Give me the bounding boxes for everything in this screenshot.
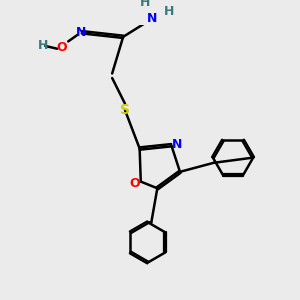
Text: N: N (147, 12, 158, 25)
Text: O: O (129, 177, 140, 190)
Text: H: H (140, 0, 150, 9)
Text: H: H (38, 40, 49, 52)
Text: N: N (76, 26, 86, 39)
Text: N: N (172, 138, 182, 151)
Text: H: H (164, 5, 174, 18)
Text: S: S (120, 103, 130, 117)
Text: O: O (56, 41, 67, 54)
